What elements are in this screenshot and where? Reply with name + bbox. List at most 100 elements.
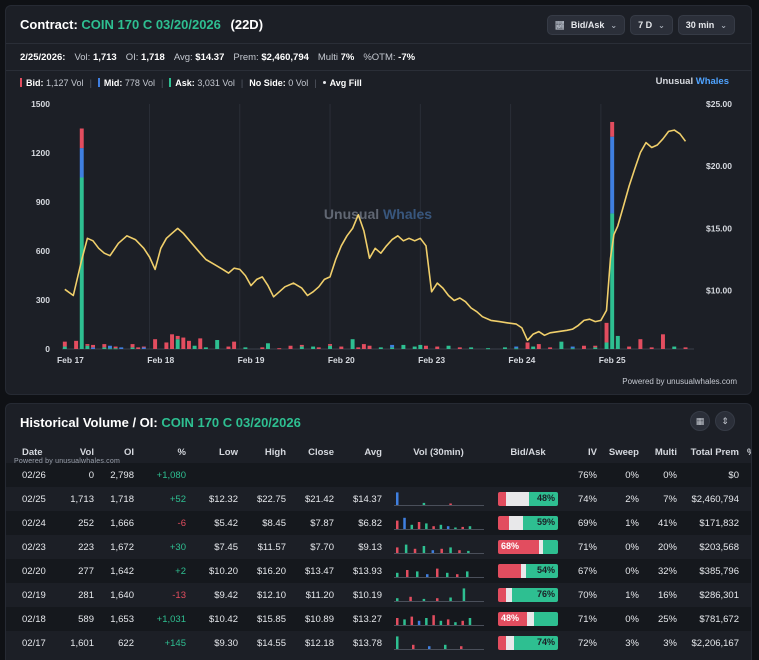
cell-vol-30min bbox=[386, 535, 491, 559]
cell-vol: 1,601 bbox=[70, 637, 94, 649]
volume-bar-ask bbox=[401, 344, 406, 349]
table-row[interactable]: 02/20 277 1,642 +2 $10.20 $16.20 $13.47 $13.93 5… bbox=[6, 559, 751, 583]
bid-ask-bar: 68% bbox=[498, 540, 558, 554]
table-row[interactable]: 02/26 0 2,798 +1,080 76% 0% 0% $0 bbox=[6, 463, 751, 487]
volume-bar-bid bbox=[604, 322, 609, 343]
column-header[interactable]: Sweep bbox=[608, 446, 639, 458]
cell-avg: $13.27 bbox=[352, 613, 382, 625]
volume-sparkline bbox=[394, 544, 484, 554]
cell-sweep: 0% bbox=[625, 613, 639, 625]
y-left-tick-label: 300 bbox=[36, 295, 50, 305]
column-header[interactable]: OI bbox=[123, 446, 134, 458]
stats-date: 2/25/2026: bbox=[20, 52, 66, 63]
bid-ask-label: Bid/Ask bbox=[570, 20, 605, 30]
bid-ask-percent: 76% bbox=[536, 589, 555, 599]
volume-bar-ask bbox=[604, 342, 609, 349]
sparkline-bar bbox=[436, 568, 439, 577]
sparkline-bar bbox=[396, 617, 399, 625]
volume-bar-bid bbox=[367, 345, 372, 349]
volume-bar-bid bbox=[91, 344, 96, 348]
table-row[interactable]: 02/24 252 1,666 -6 $5.42 $8.45 $7.87 $6.82 59% 69… bbox=[6, 511, 751, 535]
volume-bar-bid bbox=[186, 340, 191, 349]
contract-chart-panel: Contract: COIN 170 C 03/20/2026 (22D) 📈︎… bbox=[5, 5, 752, 395]
cell-bid-ask: 54% bbox=[491, 559, 565, 583]
column-header[interactable]: Bid/Ask bbox=[510, 446, 546, 458]
cell-multi: 25% bbox=[657, 613, 677, 625]
table-row[interactable]: 02/19 281 1,640 -13 $9.42 $12.10 $11.20 $10.19 7… bbox=[6, 583, 751, 607]
expand-icon[interactable]: ⇕ bbox=[715, 411, 735, 431]
history-table-panel: Historical Volume / OI: COIN 170 C 03/20… bbox=[5, 403, 752, 660]
cell-total-prem: $781,672 bbox=[699, 613, 739, 625]
volume-bar-bid bbox=[74, 340, 79, 349]
volume-bar-bid bbox=[649, 347, 654, 349]
columns-icon[interactable]: ▦ bbox=[690, 411, 710, 431]
cell-iv: 70% bbox=[577, 589, 597, 601]
volume-bar-ask bbox=[192, 345, 197, 349]
sparkline-bar bbox=[406, 569, 409, 577]
cell-bid-ask: 48% bbox=[491, 607, 565, 631]
bid-ask-segment bbox=[498, 588, 507, 602]
table-row[interactable]: 02/18 589 1,653 +1,031 $10.42 $15.85 $10.89 $13… bbox=[6, 607, 751, 631]
stats-oi: OI: 1,718 bbox=[125, 52, 165, 63]
cell-pct bbox=[743, 583, 751, 607]
volume-bar-ask bbox=[446, 345, 451, 349]
cell-avg: $6.82 bbox=[358, 517, 382, 529]
cell-low: $5.42 bbox=[214, 517, 238, 529]
column-header[interactable]: Date bbox=[22, 446, 43, 458]
volume-bar-bid bbox=[198, 338, 203, 349]
cell-date: 02/18 bbox=[22, 613, 46, 625]
column-header[interactable]: Avg bbox=[364, 446, 382, 458]
sparkline-bar bbox=[456, 573, 459, 577]
table-row[interactable]: 02/25 1,713 1,718 +52 $12.32 $22.75 $21.42 $14.… bbox=[6, 487, 751, 511]
watermark: Unusual Whales bbox=[324, 206, 432, 222]
volume-bar-ask bbox=[350, 339, 355, 349]
column-header[interactable]: IV bbox=[588, 446, 597, 458]
sparkline-bar bbox=[396, 520, 399, 529]
cell-date: 02/25 bbox=[22, 493, 46, 505]
column-header[interactable]: High bbox=[264, 446, 286, 458]
column-header[interactable]: Close bbox=[308, 446, 334, 458]
sparkline-bar bbox=[432, 525, 435, 529]
bid-ask-segment bbox=[506, 588, 513, 602]
table-row[interactable]: 02/23 223 1,672 +30 $7.45 $11.57 $7.70 $9.13 68%… bbox=[6, 535, 751, 559]
table-row[interactable]: 02/17 1,601 622 +145 $9.30 $14.55 $12.18 $13.78… bbox=[6, 631, 751, 655]
brand-logo: Unusual Whales bbox=[655, 76, 729, 87]
volume-bar-bid bbox=[356, 347, 361, 349]
sparkline-bar bbox=[446, 572, 449, 577]
cell-multi: 20% bbox=[657, 541, 677, 553]
column-header[interactable]: % bbox=[743, 441, 751, 463]
bid-ask-segment bbox=[538, 540, 543, 554]
avg-fill-line bbox=[64, 129, 687, 342]
sparkline-bar bbox=[460, 645, 463, 649]
cell-vol-30min bbox=[386, 583, 491, 607]
range-dropdown[interactable]: 7 D ⌄ bbox=[630, 15, 673, 35]
cell-high: $16.20 bbox=[256, 565, 286, 577]
bid-ask-segment bbox=[505, 492, 530, 506]
cell-vol: 0 bbox=[88, 469, 94, 481]
volume-bar-bid bbox=[232, 341, 237, 349]
bid-ask-bar: 48% bbox=[498, 612, 558, 626]
table-header-row: Date Vol OI% Low High Close Avg Vol (30min) Bid/… bbox=[6, 441, 751, 463]
column-header[interactable]: Low bbox=[219, 446, 238, 458]
volume-bar-ask bbox=[514, 348, 519, 350]
cell-vol: 1,713 bbox=[70, 493, 94, 505]
column-header[interactable]: Vol (30min) bbox=[413, 446, 464, 458]
column-header[interactable]: Total Prem bbox=[690, 446, 739, 458]
column-header[interactable]: % bbox=[177, 446, 186, 458]
interval-dropdown[interactable]: 30 min ⌄ bbox=[677, 15, 735, 35]
sparkline-bar bbox=[417, 521, 421, 529]
column-header[interactable]: Vol bbox=[79, 446, 94, 458]
bid-ask-segment bbox=[526, 612, 534, 626]
bid-ask-dropdown[interactable]: 📈︎ Bid/Ask ⌄ bbox=[546, 15, 626, 35]
volume-bar-bid bbox=[260, 347, 265, 349]
contract-header: Contract: COIN 170 C 03/20/2026 (22D) bbox=[20, 17, 263, 32]
sparkline-bar bbox=[461, 620, 464, 625]
column-header[interactable]: Multi bbox=[654, 446, 677, 458]
days-to-expiry: (22D) bbox=[230, 17, 264, 32]
cell-multi: 7% bbox=[663, 493, 677, 505]
volume-bar-bid bbox=[536, 344, 541, 349]
sparkline-bar bbox=[468, 525, 472, 529]
cell-date: 02/19 bbox=[22, 589, 46, 601]
volume-bar-bid bbox=[548, 347, 553, 349]
bid-ask-segment bbox=[498, 492, 506, 506]
